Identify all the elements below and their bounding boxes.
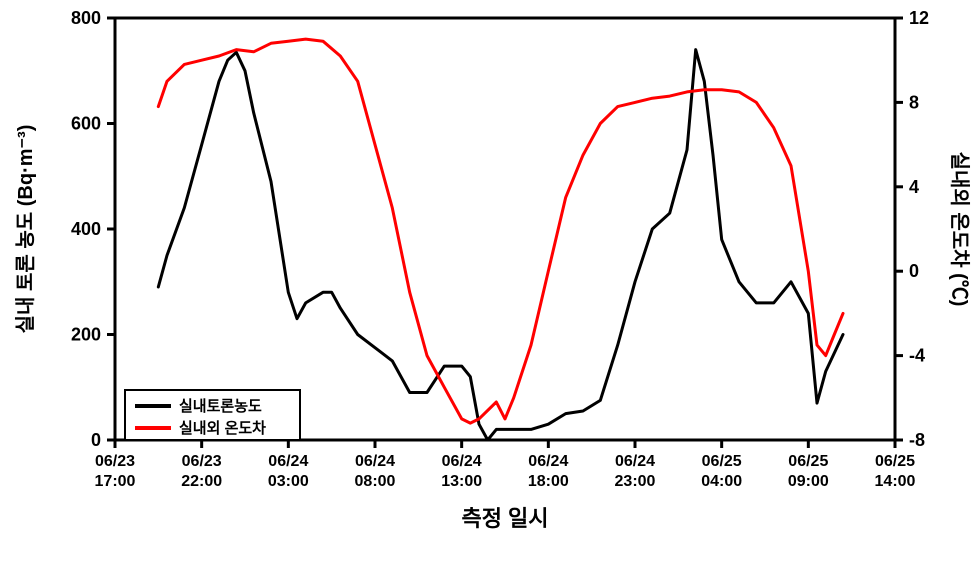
svg-text:4: 4 [909,177,919,197]
svg-text:06/25: 06/25 [788,453,828,470]
svg-text:-8: -8 [909,430,925,450]
svg-text:06/23: 06/23 [95,453,135,470]
svg-text:06/24: 06/24 [355,453,395,470]
svg-text:06/23: 06/23 [182,453,222,470]
svg-text:17:00: 17:00 [95,473,136,490]
svg-text:04:00: 04:00 [701,473,742,490]
svg-text:22:00: 22:00 [181,473,222,490]
legend-label: 실내토론농도 [179,398,262,415]
svg-text:06/24: 06/24 [442,453,482,470]
svg-text:06/25: 06/25 [702,453,742,470]
svg-text:200: 200 [71,325,101,345]
svg-text:0: 0 [909,261,919,281]
svg-text:06/25: 06/25 [875,453,915,470]
svg-text:03:00: 03:00 [268,473,309,490]
svg-text:09:00: 09:00 [788,473,829,490]
svg-text:06/24: 06/24 [268,453,308,470]
svg-text:-4: -4 [909,346,925,366]
x-axis-label: 측정 일시 [461,506,548,531]
svg-text:08:00: 08:00 [355,473,396,490]
svg-text:14:00: 14:00 [875,473,916,490]
svg-text:23:00: 23:00 [615,473,656,490]
svg-text:06/24: 06/24 [615,453,655,470]
svg-text:18:00: 18:00 [528,473,569,490]
legend-label: 실내외 온도차 [179,419,266,437]
svg-text:400: 400 [71,219,101,239]
svg-text:13:00: 13:00 [441,473,482,490]
svg-text:0: 0 [91,430,101,450]
chart-svg: 06/23 17:00 06/23 22:00 06/24 03:00 06/24 08:00… [0,0,975,567]
chart-container: 06/23 17:00 06/23 22:00 06/24 03:00 06/24 08:00… [0,0,975,567]
y-right-label: 실내외 온도차 (℃) [948,152,971,307]
svg-text:800: 800 [71,8,101,28]
svg-text:06/24: 06/24 [528,453,568,470]
svg-text:8: 8 [909,92,919,112]
svg-text:600: 600 [71,114,101,134]
svg-text:12: 12 [909,8,929,28]
y-left-label: 실내 토론 농도 (Bq·m⁻³) [14,125,37,334]
